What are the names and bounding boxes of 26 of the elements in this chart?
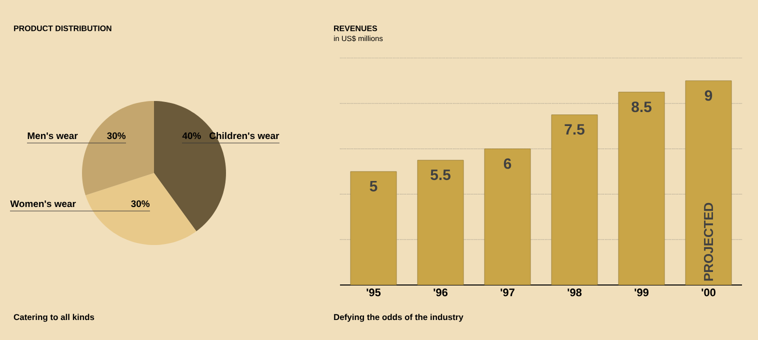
data-label: 40% xyxy=(182,132,201,140)
bar xyxy=(618,92,665,285)
x-tick-label: '99 xyxy=(634,288,648,296)
bar xyxy=(685,80,732,285)
annotation: PROJECTED xyxy=(704,202,714,281)
x-tick-label: '00 xyxy=(702,288,716,296)
data-label: 30% xyxy=(131,200,150,208)
bar xyxy=(551,114,598,285)
data-label: 7.5 xyxy=(564,124,584,135)
text: Defying the odds of the industry xyxy=(334,314,464,322)
data-label: 5.5 xyxy=(430,170,450,180)
x-tick-label: '96 xyxy=(434,288,448,296)
data-label: 6 xyxy=(504,158,512,169)
data-label: 9 xyxy=(704,90,712,101)
slice-label: Women's wear xyxy=(10,200,76,208)
x-tick-label: '97 xyxy=(500,288,514,296)
data-label: 8.5 xyxy=(632,102,652,112)
bar xyxy=(417,160,464,285)
text: Catering to all kinds xyxy=(14,314,94,322)
x-tick-label: '95 xyxy=(366,288,381,296)
data-label: 5 xyxy=(370,181,378,192)
bar xyxy=(484,148,531,285)
slice-label: Men's wear xyxy=(28,132,78,140)
bar xyxy=(350,171,397,285)
data-label: 30% xyxy=(107,132,126,140)
x-tick-label: '98 xyxy=(568,288,582,296)
